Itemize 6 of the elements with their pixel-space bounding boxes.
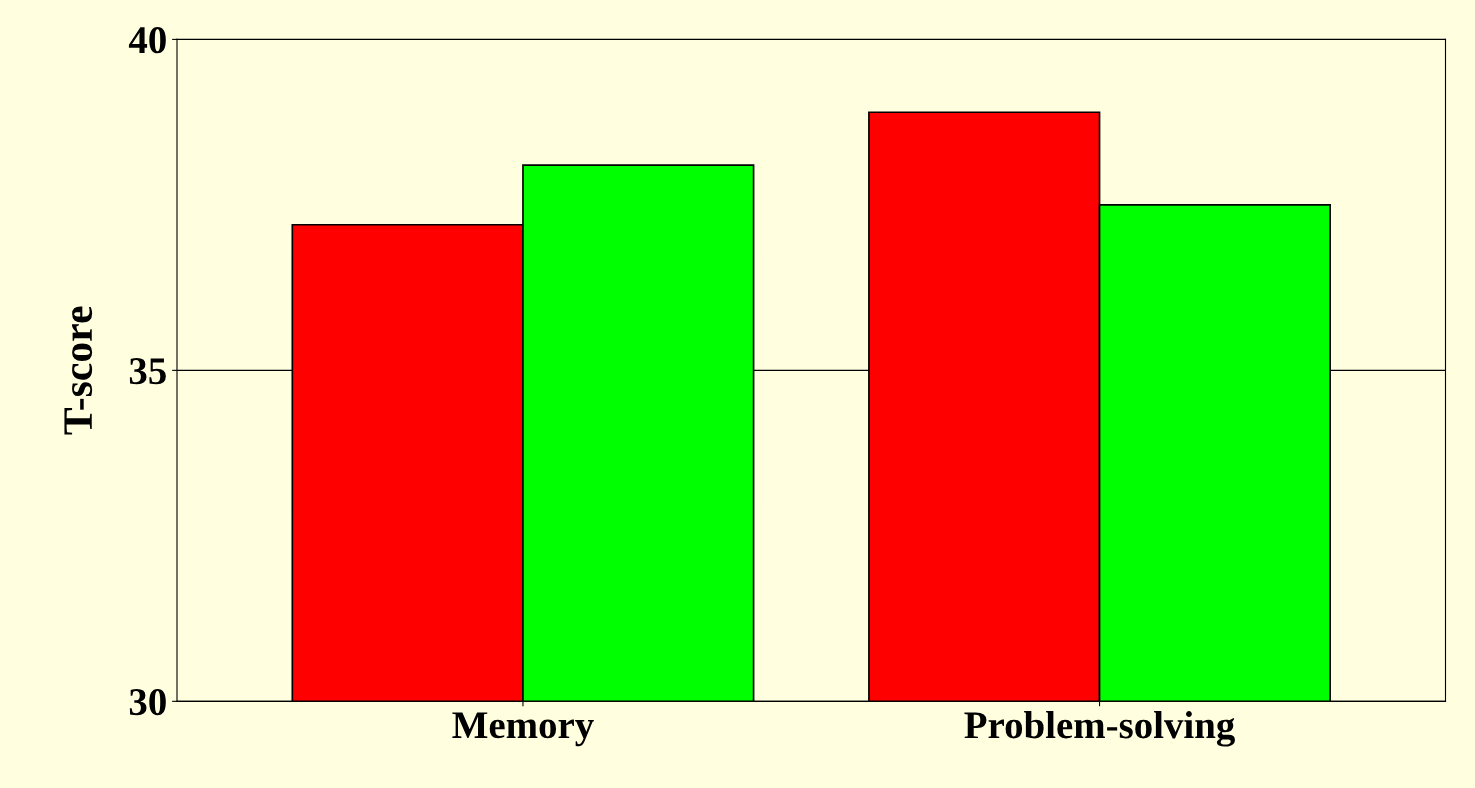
x-tick-label: Problem-solving	[964, 711, 1235, 747]
x-tick-label: Memory	[452, 712, 594, 747]
y-tick-label: 35	[129, 358, 166, 385]
y-axis-title: T-score	[64, 306, 93, 435]
y-tick-label: 40	[128, 27, 166, 54]
y-tick-label: 30	[129, 688, 166, 716]
